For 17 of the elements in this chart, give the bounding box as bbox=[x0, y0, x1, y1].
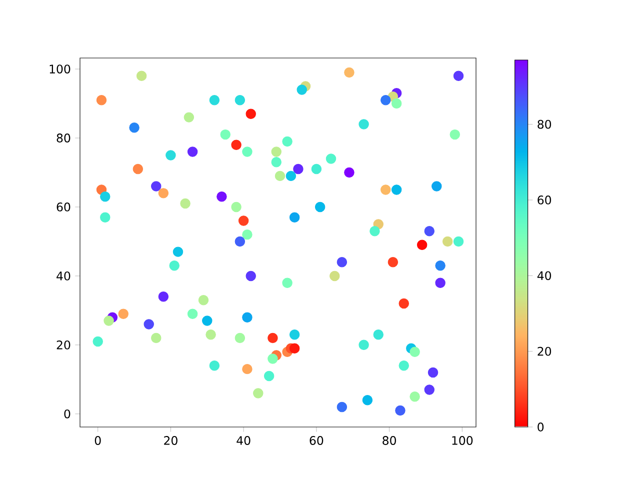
x-tick-label: 40 bbox=[236, 436, 250, 445]
y-tick-label: 20 bbox=[56, 340, 70, 350]
x-tick-label: 100 bbox=[452, 436, 473, 445]
y-tick-label: 80 bbox=[56, 134, 70, 142]
color-bar-label: 80 bbox=[538, 120, 552, 129]
y-tick-label: 40 bbox=[56, 272, 70, 280]
x-tick-label: 20 bbox=[164, 436, 178, 445]
x-tick-label: 60 bbox=[310, 436, 324, 445]
y-tick-label: 100 bbox=[50, 64, 70, 74]
y-tick-label: 0 bbox=[64, 409, 70, 418]
color-bar-label: 40 bbox=[537, 271, 552, 280]
color-bar-label: 60 bbox=[538, 196, 552, 204]
color-bar-label: 0 bbox=[538, 422, 544, 432]
color-bar-label: 20 bbox=[538, 346, 552, 356]
x-tick-label: 0 bbox=[94, 436, 101, 445]
y-tick-label: 60 bbox=[56, 202, 70, 212]
x-tick-label: 80 bbox=[382, 436, 396, 445]
